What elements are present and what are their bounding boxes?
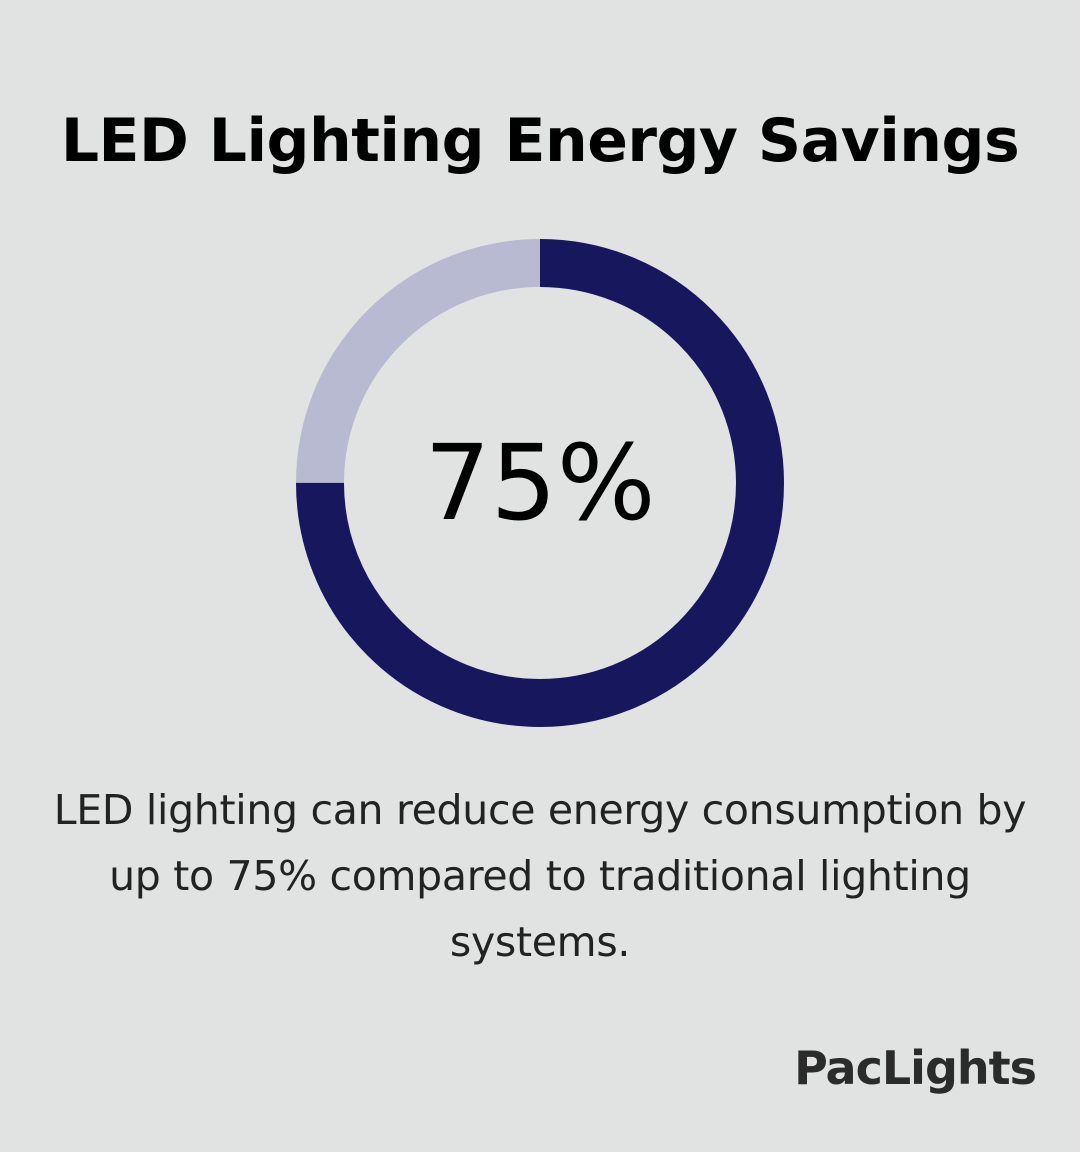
donut-segment-0 [296, 239, 784, 727]
brand-logo: PacLights [794, 1041, 1037, 1095]
donut-chart: 75% [296, 239, 784, 727]
donut-segments [296, 239, 784, 727]
chart-title: LED Lighting Energy Savings [60, 106, 1020, 176]
chart-caption: LED lighting can reduce energy consumpti… [53, 786, 1027, 966]
donut-center-label: 75% [424, 422, 655, 544]
